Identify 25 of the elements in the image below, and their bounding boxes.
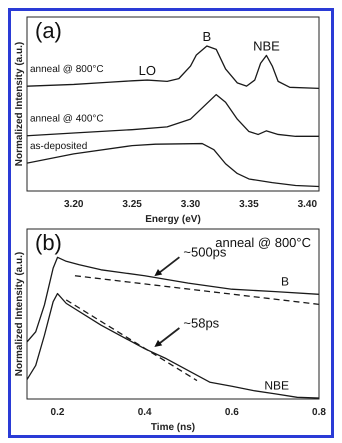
series-label: anneal @ 400°C [30, 114, 104, 125]
x-tick-label: 3.25 [122, 198, 142, 210]
x-axis-title: Energy (eV) [145, 214, 201, 225]
annotation: LO [138, 63, 156, 78]
annotation: B [202, 29, 212, 44]
series-label: anneal @ 800°C [30, 64, 104, 75]
x-tick-label: 0.4 [138, 406, 152, 418]
x-tick-label: 0.6 [224, 406, 240, 418]
annotation: ~58ps [183, 316, 220, 331]
text: anneal @ 800°C [215, 235, 311, 250]
text: (b) [35, 230, 62, 256]
series-label: as-deposited [30, 140, 88, 152]
text: (a) [35, 18, 62, 44]
x-tick-label: 0.2 [50, 406, 65, 418]
series-label: B [280, 274, 289, 289]
series-label: NBE [264, 378, 289, 392]
y-axis-title: Normalized Intensity (a.u.) [14, 42, 25, 166]
x-axis-title: Time (ns) [150, 422, 196, 433]
y-axis-title: Normalized Intensity (a.u.) [14, 252, 25, 376]
x-tick-label: 3.20 [64, 198, 84, 210]
x-tick-label: 0.8 [312, 406, 326, 418]
x-tick-label: 3.35 [239, 198, 260, 210]
annotation: NBE [253, 38, 280, 54]
x-tick-label: 3.40 [298, 198, 318, 210]
x-tick-label: 3.30 [180, 198, 201, 210]
